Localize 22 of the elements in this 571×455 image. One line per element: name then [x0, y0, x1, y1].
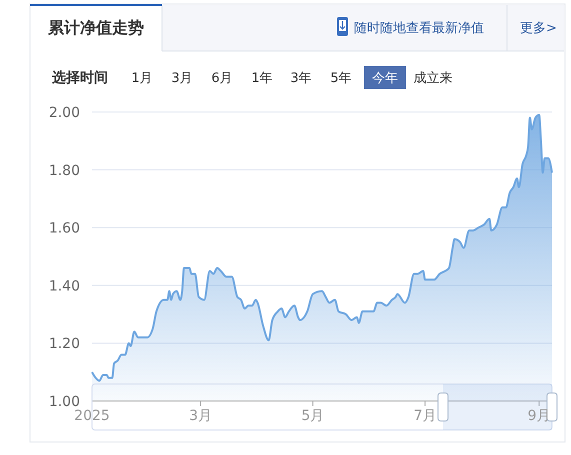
y-tick-label: 1.20	[48, 336, 80, 352]
text: 1月	[131, 71, 153, 86]
text: 今年	[372, 71, 398, 86]
text: 1年	[251, 71, 273, 86]
text: 5年	[330, 71, 352, 86]
text: 6月	[211, 71, 233, 86]
x-tick-label: 2025	[74, 408, 110, 424]
x-tick-label: 7月	[414, 408, 436, 424]
text: 选择时间	[51, 70, 108, 86]
y-tick-label: 1.60	[48, 220, 80, 237]
text: 更多>	[520, 21, 557, 36]
x-tick-label: 3月	[189, 408, 212, 424]
text: 随时随地查看最新净值	[354, 21, 484, 36]
y-tick-label: 2.00	[48, 105, 80, 121]
text: 成立来	[414, 70, 452, 86]
text: 3月	[171, 71, 193, 86]
y-tick-label: 1.00	[48, 394, 80, 410]
chart-title: 累计净值走势	[47, 18, 144, 37]
x-tick-label: 5月	[301, 408, 324, 424]
y-tick-label: 1.40	[48, 278, 80, 294]
text: 3年	[290, 71, 312, 86]
y-tick-label: 1.80	[48, 162, 80, 179]
